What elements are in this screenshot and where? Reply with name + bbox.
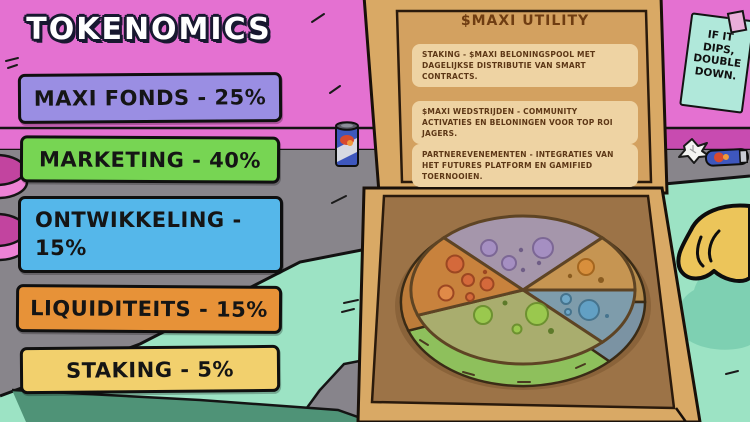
table-shade-edge xyxy=(11,388,373,422)
lying-can xyxy=(704,148,749,167)
utility-card-staking: STAKING - $MAXI BELONINGSPOOL MET DAGELI… xyxy=(412,44,638,87)
utility-card-partnerevenementen: PARTNEREVENEMENTEN - INTEGRATIES VAN HET… xyxy=(412,144,638,187)
sticky-note-tape xyxy=(726,9,748,34)
table-scribbles xyxy=(341,299,739,375)
pizza-toppings xyxy=(437,237,609,335)
hand-shadow xyxy=(677,266,750,350)
pizza xyxy=(395,214,651,390)
floor-scribble xyxy=(331,195,347,204)
page-title: TOKENOMICS xyxy=(26,12,272,47)
allocation-bar-liquiditeits: LIQUIDITEITS - 15% xyxy=(15,284,283,334)
wall-stripe xyxy=(660,129,750,150)
allocation-bar-staking: STAKING - 5% xyxy=(19,344,281,395)
box-corner-fold xyxy=(674,407,688,422)
energy-drink-can xyxy=(335,121,359,167)
crumpled-paper xyxy=(678,138,710,164)
utility-card-wedstrijden: $MAXI WEDSTRIJDEN - COMMUNITY ACTIVATIES… xyxy=(412,101,638,144)
purple-slice xyxy=(441,214,605,292)
allocation-bar-ontwikkeling: ONTWIKKELING - 15% xyxy=(18,196,283,273)
wall-scribbles xyxy=(5,13,341,94)
green-slice xyxy=(415,288,605,366)
allocation-bar-maxi-fonds: MAXI FONDS - 25% xyxy=(17,72,283,124)
table-shade xyxy=(12,390,372,422)
hand-illustration xyxy=(676,203,750,283)
crust-marks xyxy=(419,339,586,383)
pizza-box-title: $MAXI UTILITY xyxy=(460,13,590,29)
sticky-note: IF IT DIPS, DOUBLE DOWN. xyxy=(679,9,750,114)
blue-slice xyxy=(518,288,637,345)
allocation-bar-marketing: MARKETING - 40% xyxy=(19,135,281,184)
